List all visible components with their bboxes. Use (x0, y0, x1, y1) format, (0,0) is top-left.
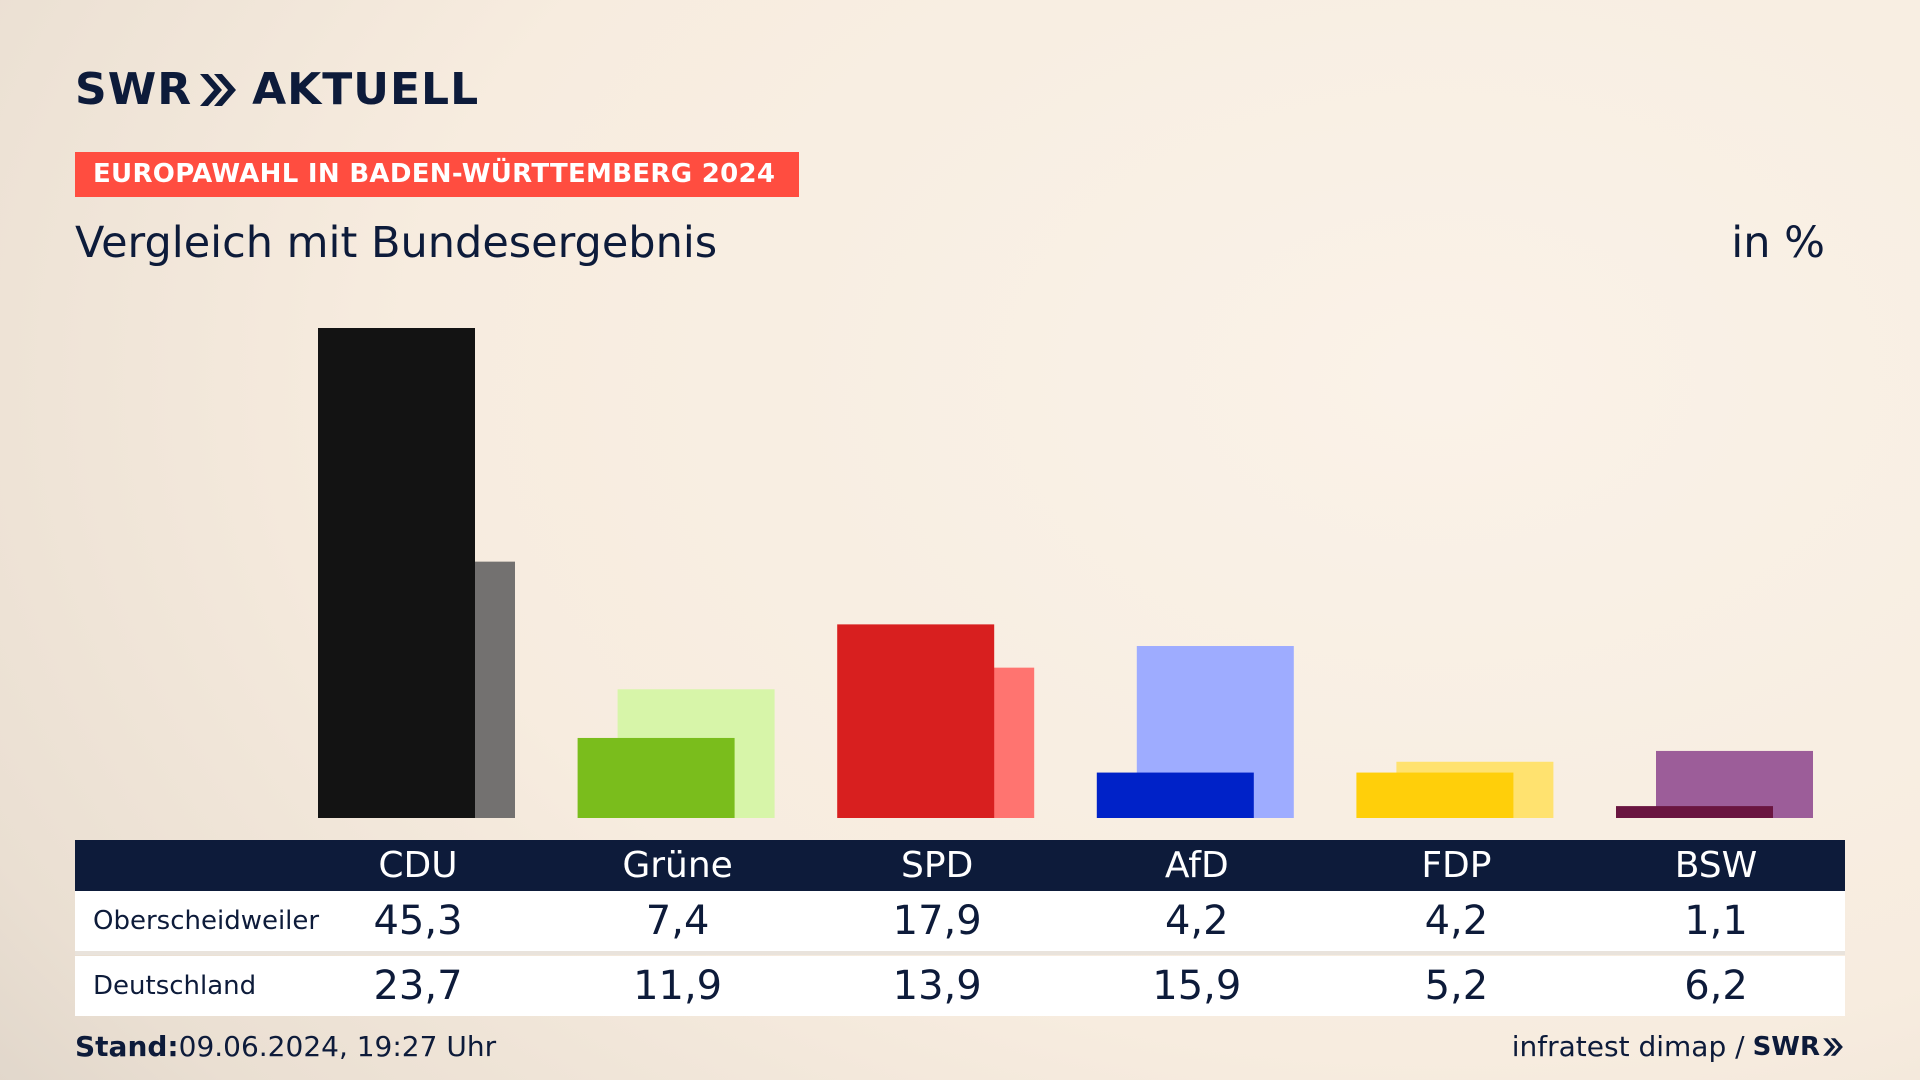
bar-oberscheidweiler-afd (1096, 772, 1254, 818)
bar-oberscheidweiler-spd (837, 624, 995, 818)
bar-chart (318, 328, 1813, 818)
header-cell-spd: SPD (901, 845, 974, 886)
bar-oberscheidweiler-fdp (1356, 772, 1514, 818)
bar-oberscheidweiler-bsw (1616, 806, 1773, 818)
header-cell-fdp: FDP (1421, 845, 1492, 886)
value-oberscheidweiler-bsw: 1,1 (1684, 898, 1748, 944)
stand-label: Stand: (75, 1030, 179, 1063)
value-oberscheidweiler-gruene: 7,4 (645, 898, 710, 944)
header-cell-afd: AfD (1164, 845, 1229, 886)
timestamp: Stand:09.06.2024, 19:27 Uhr (75, 1030, 496, 1063)
value-oberscheidweiler-afd: 4,2 (1164, 898, 1229, 944)
footer-swr-logo: SWR (1752, 1031, 1820, 1062)
value-deutschland-cdu: 23,7 (373, 963, 463, 1009)
bar-oberscheidweiler-cdu (318, 328, 475, 818)
header-cell-gruene: Grüne (622, 845, 733, 886)
value-oberscheidweiler-fdp: 4,2 (1424, 898, 1489, 944)
footer-double-chevron-icon (1823, 1037, 1843, 1056)
bar-oberscheidweiler-gruene (577, 737, 735, 818)
row-label-deutschland: Deutschland (93, 971, 257, 1001)
value-deutschland-bsw: 6,2 (1684, 963, 1748, 1009)
value-deutschland-fdp: 5,2 (1424, 963, 1489, 1009)
value-oberscheidweiler-cdu: 45,3 (373, 898, 463, 944)
unit-label: in % (1731, 218, 1825, 268)
value-deutschland-afd: 15,9 (1152, 963, 1242, 1009)
chart-subtitle: Vergleich mit Bundesergebnis (75, 218, 718, 268)
header-cell-cdu: CDU (378, 845, 458, 886)
double-chevron-icon (200, 74, 237, 106)
value-deutschland-spd: 13,9 (892, 963, 982, 1009)
swr-aktuell-logo: SWR AKTUELL (75, 66, 479, 114)
value-oberscheidweiler-spd: 17,9 (892, 898, 982, 944)
source-text: infratest dimap / (1511, 1030, 1745, 1063)
logo-swr-text: SWR (75, 64, 193, 115)
source-credit: infratest dimap / SWR (1512, 1030, 1844, 1063)
header-cell-bsw: BSW (1674, 845, 1758, 886)
table-row-deutschland: Deutschland 23,7 11,9 13,9 15,9 5,2 6,2 (75, 956, 1845, 1016)
table-row-oberscheidweiler: Oberscheidweiler 45,3 7,4 17,9 4,2 4,2 1,1 (75, 891, 1845, 955)
stand-value: 09.06.2024, 19:27 Uhr (178, 1030, 497, 1063)
party-header-row: CDU Grüne SPD AfD FDP BSW (75, 840, 1845, 891)
row-label-oberscheidweiler: Oberscheidweiler (93, 906, 320, 936)
election-banner: EUROPAWAHL IN BADEN-WÜRTTEMBERG 2024 (75, 152, 799, 197)
value-deutschland-gruene: 11,9 (633, 963, 723, 1009)
logo-aktuell-text: AKTUELL (252, 64, 480, 115)
